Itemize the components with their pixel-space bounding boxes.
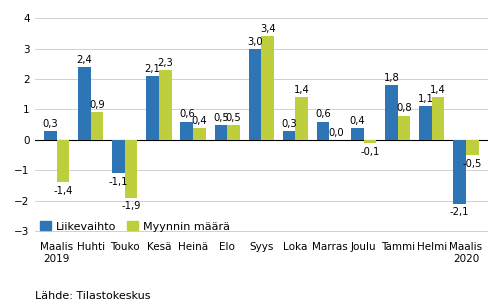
Bar [125,140,138,198]
Bar [248,49,261,140]
Bar [44,131,57,140]
Text: 0,8: 0,8 [396,103,412,113]
Text: -0,1: -0,1 [360,147,380,157]
Bar [112,140,125,173]
Text: 1,4: 1,4 [294,85,310,95]
Bar [78,67,91,140]
Bar [227,125,240,140]
Bar [146,76,159,140]
Text: Lähde: Tilastokeskus: Lähde: Tilastokeskus [35,291,150,301]
Text: 3,4: 3,4 [260,24,276,34]
Text: 0,4: 0,4 [192,116,207,126]
Text: 0,3: 0,3 [282,119,297,129]
Text: 0,5: 0,5 [226,112,242,123]
Text: 1,1: 1,1 [418,94,433,104]
Bar [466,140,479,155]
Bar [364,140,376,143]
Text: 0,6: 0,6 [316,109,331,119]
Bar [295,97,308,140]
Bar [57,140,70,182]
Text: -2,1: -2,1 [450,207,469,217]
Bar [351,128,364,140]
Text: 0,3: 0,3 [42,119,58,129]
Text: 3,0: 3,0 [247,36,263,47]
Text: -1,9: -1,9 [121,201,141,211]
Bar [419,106,432,140]
Text: -0,5: -0,5 [462,159,482,169]
Bar [261,36,274,140]
Text: -1,4: -1,4 [53,186,72,196]
Text: 0,9: 0,9 [89,100,105,110]
Text: -1,1: -1,1 [109,177,128,187]
Text: 0,0: 0,0 [328,128,344,138]
Text: 1,4: 1,4 [430,85,446,95]
Bar [453,140,466,204]
Bar [398,116,410,140]
Bar [180,122,193,140]
Text: 0,5: 0,5 [213,112,229,123]
Text: 2,1: 2,1 [145,64,161,74]
Legend: Liikevaihto, Myynnin määrä: Liikevaihto, Myynnin määrä [40,221,230,232]
Bar [283,131,295,140]
Bar [317,122,329,140]
Bar [214,125,227,140]
Bar [91,112,104,140]
Bar [159,70,172,140]
Text: 0,4: 0,4 [350,116,365,126]
Text: 2,4: 2,4 [76,55,92,65]
Text: 0,6: 0,6 [179,109,195,119]
Bar [432,97,444,140]
Text: 2,3: 2,3 [157,58,173,68]
Text: 1,8: 1,8 [384,73,399,83]
Bar [385,85,398,140]
Bar [193,128,206,140]
